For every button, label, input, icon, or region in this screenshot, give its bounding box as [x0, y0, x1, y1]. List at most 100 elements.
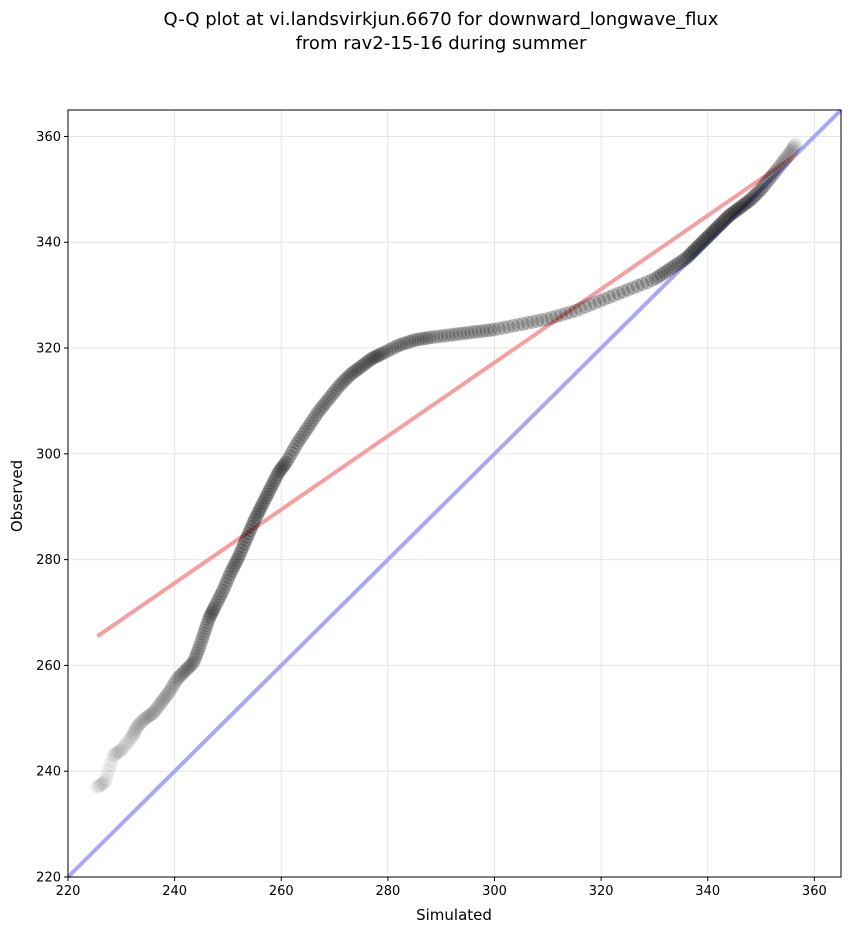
data-point	[786, 140, 801, 155]
data-point	[341, 369, 356, 384]
data-point	[449, 327, 464, 342]
data-point	[492, 321, 507, 336]
data-point	[246, 516, 261, 531]
data-point	[479, 323, 494, 338]
data-point	[359, 355, 374, 370]
data-point	[702, 227, 717, 242]
data-point	[549, 309, 564, 324]
x-tick-label: 300	[482, 884, 507, 899]
data-point	[382, 342, 397, 357]
data-point	[364, 351, 379, 366]
data-point	[773, 157, 788, 172]
data-point	[197, 624, 212, 639]
data-point	[99, 773, 113, 787]
data-point	[227, 558, 242, 573]
data-point	[445, 327, 460, 342]
data-point	[554, 307, 569, 322]
data-point	[405, 333, 420, 348]
data-point	[689, 240, 704, 255]
data-point	[238, 533, 253, 548]
data-point	[141, 708, 156, 723]
data-point	[195, 629, 210, 644]
x-axis-label: Simulated	[416, 906, 492, 924]
data-point	[426, 330, 441, 345]
identity-line	[66, 108, 843, 879]
data-point	[320, 392, 335, 407]
data-point	[90, 780, 104, 794]
data-point	[278, 455, 293, 470]
data-point	[250, 507, 265, 522]
data-point	[468, 324, 483, 339]
data-point	[139, 710, 154, 725]
data-point	[125, 728, 140, 743]
data-point	[506, 318, 521, 333]
data-point	[737, 197, 752, 212]
data-point	[176, 665, 191, 680]
data-point	[592, 294, 607, 309]
data-point	[170, 671, 185, 686]
data-point	[334, 376, 349, 391]
data-point	[179, 662, 194, 677]
data-point	[105, 754, 119, 768]
data-points	[90, 137, 803, 794]
data-point	[336, 374, 351, 389]
data-point	[460, 325, 475, 340]
data-point	[385, 341, 400, 356]
data-point	[196, 626, 211, 641]
data-point	[234, 543, 249, 558]
data-point	[718, 212, 733, 227]
data-point	[317, 397, 332, 412]
data-point	[760, 174, 775, 189]
data-point	[396, 336, 411, 351]
data-point	[109, 747, 123, 761]
data-point	[712, 218, 727, 233]
data-point	[106, 749, 120, 763]
data-point	[771, 160, 786, 175]
data-point	[402, 334, 417, 349]
data-point	[93, 778, 107, 792]
data-point	[192, 641, 207, 656]
data-point	[190, 646, 205, 661]
data-point	[241, 526, 256, 541]
data-point	[530, 314, 545, 329]
data-point	[122, 733, 136, 747]
data-point	[644, 273, 659, 288]
data-point	[683, 246, 698, 261]
data-point	[349, 363, 364, 378]
data-point	[332, 378, 347, 393]
data-point	[783, 144, 798, 159]
data-point	[733, 200, 748, 215]
data-point	[601, 290, 616, 305]
data-point	[362, 353, 377, 368]
data-point	[174, 667, 189, 682]
data-point	[729, 203, 744, 218]
data-point	[668, 258, 683, 273]
data-point	[621, 282, 636, 297]
data-point	[297, 424, 312, 439]
data-point	[294, 430, 309, 445]
data-point	[224, 564, 239, 579]
data-point	[235, 539, 250, 554]
data-point	[237, 536, 252, 551]
data-point	[353, 360, 368, 375]
identity-line-layer	[66, 108, 843, 879]
data-point	[267, 473, 282, 488]
data-point	[264, 479, 279, 494]
data-point	[408, 332, 423, 347]
data-point	[256, 496, 271, 511]
data-point	[110, 746, 124, 760]
y-tick-label: 340	[36, 236, 61, 251]
data-point	[366, 350, 381, 365]
data-point	[691, 239, 706, 254]
data-point	[133, 716, 148, 731]
data-point	[357, 357, 372, 372]
data-point	[184, 657, 199, 672]
data-point	[756, 179, 771, 194]
data-point	[640, 275, 655, 290]
data-point	[180, 661, 195, 676]
data-point	[286, 442, 301, 457]
data-point	[177, 664, 192, 679]
data-point	[318, 395, 333, 410]
